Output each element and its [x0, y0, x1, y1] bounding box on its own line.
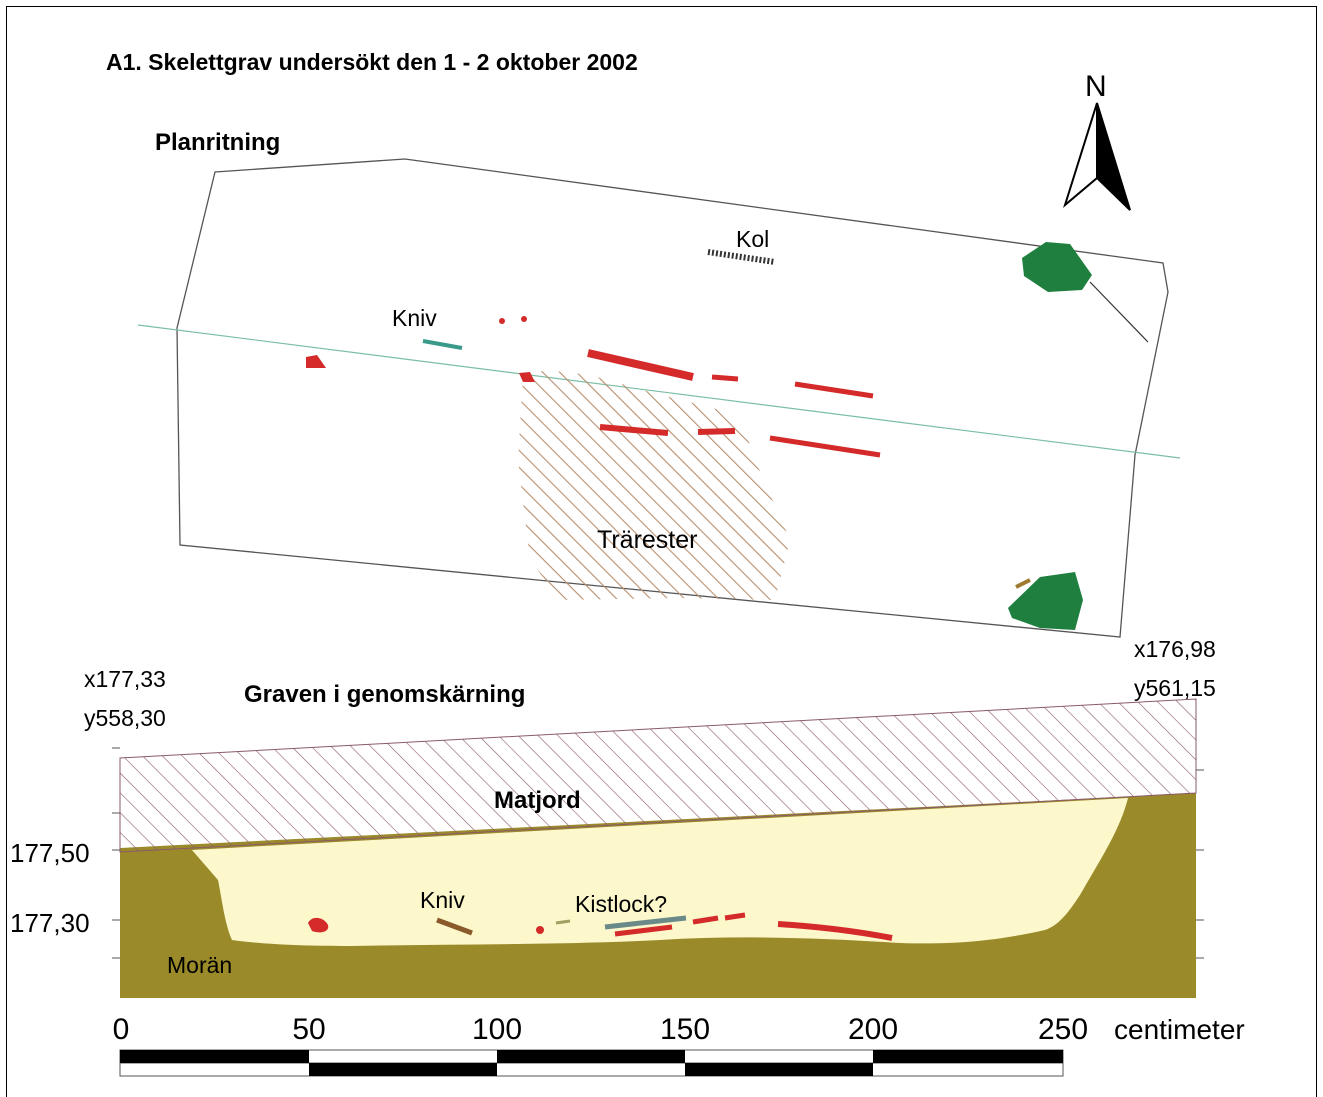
stone-tie-line [1089, 281, 1149, 343]
section-line [137, 324, 1181, 459]
scale-unit: centimeter [1114, 1014, 1245, 1045]
scale-bar: 0 50 100 150 200 250 centimeter [113, 1013, 1245, 1077]
knife-plan [422, 339, 463, 350]
grave-fill [192, 798, 1128, 946]
label-trarester: Trärester [597, 526, 697, 554]
bones-plan [306, 316, 881, 458]
label-kistlock: Kistlock? [575, 891, 667, 917]
right-coord-x: x176,98 [1134, 636, 1216, 662]
wood-remains-area [518, 370, 790, 600]
topsoil-layer [119, 698, 1197, 853]
small-wood-plan [1015, 578, 1031, 589]
scale-tick-200: 200 [848, 1013, 898, 1046]
charcoal-mark [707, 249, 776, 265]
coffin-lid [604, 915, 687, 930]
left-coord-y: y558,30 [84, 705, 166, 731]
bone-section-2 [536, 926, 544, 934]
scale-tick-0: 0 [113, 1013, 130, 1046]
elevation-177-50: 177,50 [10, 838, 90, 868]
small-wood-section [555, 919, 571, 925]
elevation-177-30: 177,30 [10, 908, 90, 938]
stone-plan-2 [1008, 572, 1083, 630]
scale-tick-100: 100 [472, 1013, 522, 1046]
elevation-ticks [112, 747, 1204, 959]
stone-plan-1 [1022, 242, 1092, 292]
label-matjord: Matjord [494, 787, 581, 814]
label-kniv-section: Kniv [420, 887, 465, 913]
knife-section [436, 917, 473, 936]
figure-frame [6, 6, 1317, 1097]
right-coord-y: y561,15 [1134, 675, 1216, 701]
bone-section-1 [308, 917, 329, 933]
scale-tick-50: 50 [292, 1013, 325, 1046]
figure-title: A1. Skelettgrav undersökt den 1 - 2 okto… [106, 49, 638, 75]
scale-tick-250: 250 [1038, 1013, 1088, 1046]
label-kol: Kol [736, 226, 769, 252]
left-coord-x: x177,33 [84, 666, 166, 692]
plan-heading: Planritning [155, 129, 280, 156]
label-kniv-plan: Kniv [392, 305, 437, 331]
trench-outline [176, 158, 1169, 638]
label-moran: Morän [167, 952, 232, 978]
bones-section [614, 912, 893, 941]
section-heading: Graven i genomskärning [244, 681, 525, 708]
scale-tick-150: 150 [660, 1013, 710, 1046]
north-label: N [1085, 70, 1107, 103]
north-arrow-icon: N [1063, 70, 1131, 211]
